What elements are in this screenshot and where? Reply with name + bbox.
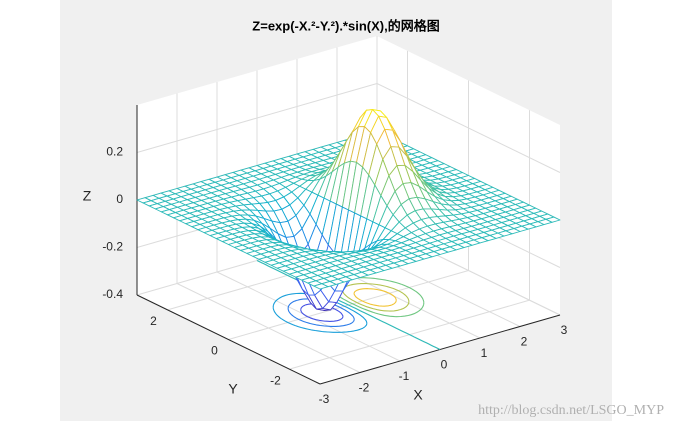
y-tick-label: 2 <box>150 314 157 328</box>
mesh-cell <box>313 283 329 290</box>
grid-line <box>376 83 561 173</box>
chart-title: Z=exp(-X.²-Y.²).*sin(X),的网格图 <box>252 18 439 33</box>
x-tick-label: 3 <box>561 323 568 337</box>
z-axis-label: Z <box>83 188 92 204</box>
z-tick-label: -0.4 <box>102 287 123 301</box>
y-tick-label: 0 <box>211 344 218 358</box>
x-tick-label: 0 <box>441 358 448 372</box>
x-tick-label: -3 <box>319 392 330 406</box>
z-tick-label: 0.2 <box>106 145 123 159</box>
plot-layer: -3 -2 -1 0 1 2 3 -2 0 2 -0.4 -0.2 0 0.2 <box>102 36 568 406</box>
z-tick-label: -0.2 <box>102 240 123 254</box>
x-tick-label: 2 <box>521 335 528 349</box>
y-tick-label: -2 <box>270 373 281 387</box>
y-axis-label: Y <box>228 381 238 397</box>
contour-line <box>353 288 397 307</box>
contour-line <box>272 292 368 333</box>
x-tick-label: -1 <box>399 369 410 383</box>
x-axis-label: X <box>413 387 423 403</box>
watermark: http://blog.csdn.net/LSGO_MYP <box>478 403 664 418</box>
x-tick-label: -2 <box>359 381 370 395</box>
z-tick-label: 0 <box>116 192 123 206</box>
x-tick-label: 1 <box>481 346 488 360</box>
grid-line <box>136 83 378 153</box>
y-axis-line <box>136 294 321 385</box>
contour-line <box>342 283 410 312</box>
